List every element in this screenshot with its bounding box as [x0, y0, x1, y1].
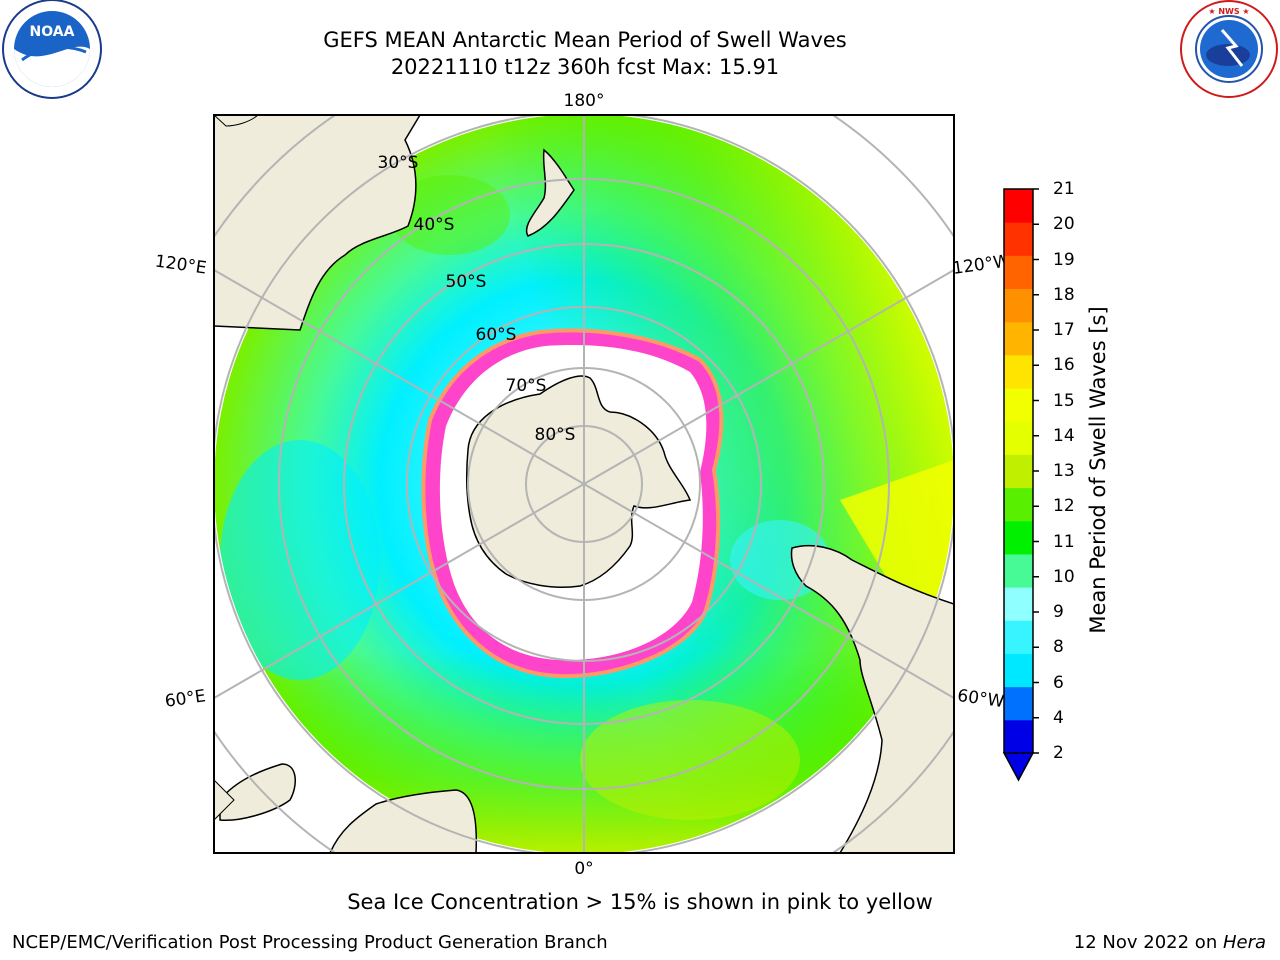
- nws-logo-icon: ★ NWS ★: [1180, 0, 1278, 98]
- africa-land: [329, 789, 478, 853]
- graticule: [214, 115, 954, 853]
- footer-credit: NCEP/EMC/Verification Post Processing Pr…: [12, 932, 608, 953]
- colorbar-tick-label: 6: [1053, 672, 1064, 693]
- colorbar-swatch: [1004, 719, 1033, 754]
- colorbar-tick-label: 16: [1053, 355, 1075, 376]
- footer-date-text: 12 Nov 2022 on: [1073, 932, 1223, 953]
- colorbar-swatch: [1004, 421, 1033, 455]
- colorbar-swatch: [1004, 388, 1033, 422]
- colorbar-swatch: [1004, 321, 1033, 356]
- map-subtitle: 20221110 t12z 360h fcst Max: 15.91: [390, 55, 780, 79]
- colorbar-tick-label: 4: [1053, 707, 1064, 728]
- colorbar-tick-label: 18: [1053, 284, 1075, 305]
- colorbar-tick-label: 8: [1053, 637, 1064, 658]
- colorbar-tick-label: 9: [1053, 602, 1064, 622]
- colorbar-swatch: [1004, 454, 1033, 489]
- colorbar-label: Mean Period of Swell Waves [s]: [1086, 306, 1110, 634]
- australia-land: [214, 115, 421, 331]
- colorbar-tick-label: 11: [1053, 531, 1075, 552]
- colorbar-tick-label: 13: [1053, 461, 1075, 481]
- colorbar-tick-label: 12: [1053, 496, 1075, 517]
- lat-label-60s: 60°S: [476, 325, 517, 345]
- colorbar-swatch: [1004, 487, 1033, 522]
- lat-label-40s: 40°S: [414, 215, 455, 235]
- colorbar-swatch: [1004, 686, 1033, 721]
- colorbar-swatch: [1004, 653, 1033, 688]
- colorbar: [1002, 188, 1039, 782]
- lon-label-120w: 120°W: [951, 251, 1011, 279]
- colorbar-swatch: [1004, 189, 1033, 223]
- colorbar-tick-label: 17: [1053, 320, 1075, 340]
- svg-text:★ NWS ★: ★ NWS ★: [1208, 7, 1249, 16]
- lon-label-60w: 60°W: [956, 686, 1005, 712]
- colorbar-tick-label: 20: [1053, 214, 1075, 235]
- colorbar-tick-label: 14: [1053, 425, 1075, 446]
- lat-label-80s: 80°S: [535, 425, 576, 445]
- noaa-logo-text: NOAA: [30, 24, 75, 40]
- footer-date: 12 Nov 2022 on Hera: [1074, 932, 1266, 953]
- south-america-land: [790, 544, 954, 853]
- colorbar-tick-label: 2: [1053, 743, 1064, 763]
- sea-ice-note: Sea Ice Concentration > 15% is shown in …: [347, 890, 933, 914]
- colorbar-swatch: [1004, 587, 1033, 621]
- colorbar-extend-min: [1002, 752, 1035, 782]
- colorbar-swatch: [1004, 354, 1033, 389]
- colorbar-swatch: [1004, 222, 1033, 256]
- map-area: [214, 115, 954, 853]
- colorbar-tick-label: 10: [1053, 566, 1075, 587]
- lat-label-70s: 70°S: [506, 376, 547, 396]
- colorbar-swatch: [1004, 255, 1033, 290]
- lat-label-50s: 50°S: [446, 272, 487, 292]
- colorbar-swatch: [1004, 520, 1033, 555]
- map-title: GEFS MEAN Antarctic Mean Period of Swell…: [323, 28, 847, 52]
- noaa-logo-icon: NOAA: [2, 0, 102, 99]
- colorbar-tick-label: 21: [1053, 179, 1075, 199]
- lon-label-0: 0°: [574, 859, 593, 879]
- colorbar-swatch: [1004, 620, 1033, 654]
- lon-label-120e: 120°E: [154, 252, 208, 279]
- colorbar-swatch: [1004, 288, 1033, 323]
- colorbar-tick-label: 19: [1053, 249, 1075, 270]
- footer-host: Hera: [1222, 932, 1266, 953]
- colorbar-swatch: [1004, 553, 1033, 588]
- map-frame: [213, 114, 955, 854]
- lat-label-30s: 30°S: [378, 153, 419, 173]
- lon-label-60e: 60°E: [164, 686, 207, 711]
- colorbar-tick-label: 15: [1053, 390, 1075, 411]
- lon-label-180: 180°: [564, 91, 605, 111]
